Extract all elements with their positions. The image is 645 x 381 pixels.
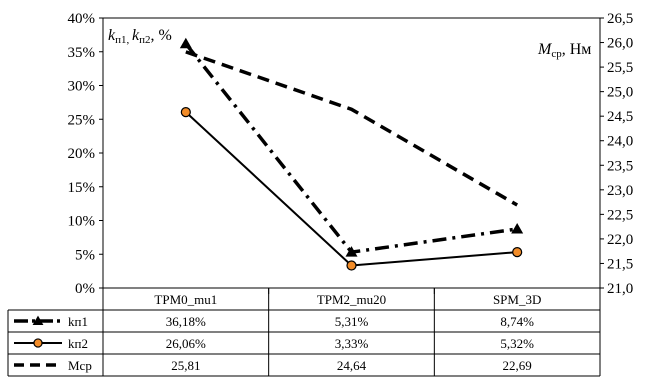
right-tick-label: 25,0 [607,85,633,101]
right-tick-label: 23,5 [607,158,633,174]
right-tick-label: 24,0 [607,134,633,150]
series-line [185,50,519,207]
table-value: 5,31% [335,314,369,329]
left-tick-label: 35% [68,45,96,61]
table-value: 36,18% [166,314,206,329]
series-line [185,111,518,267]
right-axis-label: Mср, Нм [537,41,591,60]
table-value: 26,06% [166,336,206,351]
table-value: 3,33% [335,336,369,351]
left-tick-label: 10% [68,214,96,230]
category-label: TPM2_mu20 [317,292,386,307]
circle-marker [346,260,357,271]
legend-series-name: kп1 [68,314,88,329]
left-tick-label: 30% [68,79,96,95]
data-table: TPM0_mu1 TPM2_mu20 SPM_3D kп1 36,18% 5,31% 8,7… [7,288,601,377]
circle-marker [33,338,43,348]
left-tick-label: 40% [68,11,96,27]
triangle-marker [345,246,358,257]
table-value: 5,32% [500,336,534,351]
right-tick-label: 26,5 [607,11,633,27]
table-value: 25,81 [171,358,200,373]
circle-marker [180,106,191,118]
right-tick-label: 23,0 [607,183,633,199]
left-tick-label: 5% [75,247,95,263]
left-tick-label: 0% [75,281,95,297]
right-tick-label: 22,5 [607,207,633,223]
table-value: 22,69 [503,358,532,373]
right-tick-label: 21,5 [607,256,633,272]
series-line [184,42,518,254]
legend-series-name: Мср [68,358,92,373]
left-tick-label: 25% [68,112,96,128]
table-value: 8,74% [500,314,534,329]
right-tick-label: 22,0 [607,232,633,248]
category-label: TPM0_mu1 [154,292,217,307]
right-tick-label: 25,5 [607,60,633,76]
axis-labels: kп1, kп2, % Mср, Нм [108,27,591,60]
triangle-marker [511,223,524,234]
category-label: SPM_3D [493,292,541,307]
table-value: 24,64 [337,358,367,373]
triangle-marker [32,315,44,326]
left-tick-label: 20% [68,146,96,162]
axes: 0% 5% 10% 15% 20% 25% 30% 35% 40% 21,0 21,5 22,0 22,… [68,11,634,297]
right-tick-label: 21,0 [607,281,633,297]
series-layer [179,37,524,271]
circle-marker [512,246,523,258]
triangle-marker [179,37,192,49]
legend-series-name: kп2 [68,336,88,351]
left-axis-label: kп1, kп2, % [108,27,172,46]
left-tick-label: 15% [68,180,96,196]
right-tick-label: 26,0 [607,36,633,52]
right-tick-label: 24,5 [607,109,633,125]
